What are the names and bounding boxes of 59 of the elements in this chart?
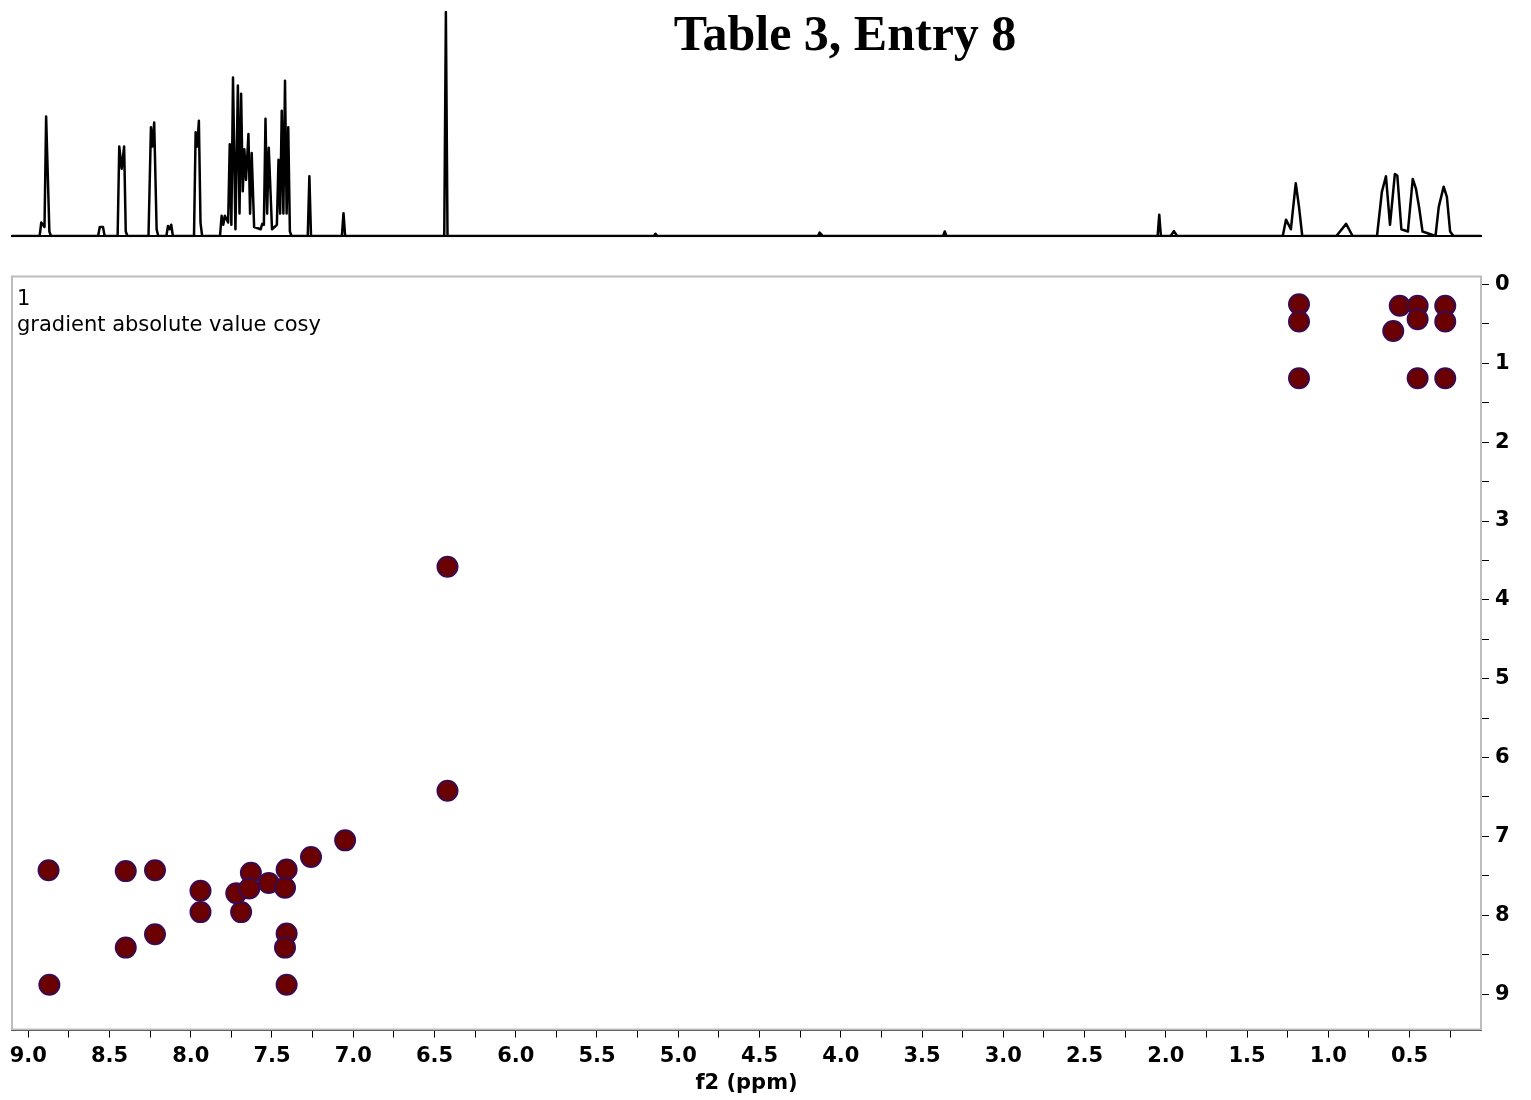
point bbox=[38, 973, 61, 996]
point bbox=[238, 877, 261, 900]
point bbox=[1434, 367, 1457, 390]
y-tick-label: 5 bbox=[1495, 665, 1510, 690]
x-tick-label: 3.5 bbox=[903, 1042, 941, 1067]
y-tick-label: 1 bbox=[1495, 349, 1510, 374]
point bbox=[1406, 308, 1429, 331]
y-tick-label: 0 bbox=[1495, 270, 1510, 295]
y-tick-label: 3 bbox=[1495, 507, 1510, 532]
point bbox=[275, 973, 298, 996]
x-tick-label: 4.5 bbox=[740, 1042, 779, 1067]
x-tick-label: 7.5 bbox=[253, 1042, 291, 1067]
x-tick-label: 3.0 bbox=[984, 1042, 1022, 1067]
x-tick-label: 2.0 bbox=[1147, 1042, 1185, 1067]
point bbox=[334, 829, 357, 852]
point bbox=[436, 555, 459, 578]
point bbox=[1434, 310, 1457, 333]
point bbox=[274, 936, 296, 959]
y-tick-label: 8 bbox=[1495, 901, 1510, 926]
point bbox=[1388, 294, 1411, 317]
point bbox=[1382, 320, 1405, 343]
point bbox=[144, 923, 166, 946]
annotation: gradient absolute value cosy bbox=[17, 311, 321, 336]
chart-title: Table 3, Entry 8 bbox=[672, 4, 1018, 62]
y-tick-label: 2 bbox=[1495, 428, 1510, 453]
x-tick-label: 6.0 bbox=[497, 1042, 535, 1067]
x-tick-label: 2.5 bbox=[1065, 1042, 1104, 1067]
point bbox=[275, 858, 298, 881]
point bbox=[144, 859, 166, 882]
point bbox=[1288, 293, 1310, 316]
point bbox=[300, 845, 322, 868]
x-tick-label: 5.5 bbox=[578, 1042, 616, 1067]
x-axis-title: f2 (ppm) bbox=[695, 1069, 798, 1094]
point bbox=[189, 879, 212, 902]
annotation: 1 bbox=[17, 285, 31, 310]
y-tick-label: 4 bbox=[1495, 586, 1510, 611]
point bbox=[1288, 367, 1310, 390]
x-tick-label: 0.5 bbox=[1390, 1042, 1429, 1067]
point bbox=[37, 859, 60, 882]
point bbox=[274, 876, 296, 899]
point bbox=[230, 901, 253, 924]
x-tick-label: 8.5 bbox=[90, 1042, 129, 1067]
x-tick-label: 9.0 bbox=[9, 1042, 47, 1067]
x-tick-label: 5.0 bbox=[659, 1042, 697, 1067]
point bbox=[114, 860, 137, 883]
y-tick-label: 6 bbox=[1495, 744, 1510, 769]
x-tick-label: 8.0 bbox=[172, 1042, 210, 1067]
y-tick-label: 7 bbox=[1495, 822, 1510, 847]
x-tick-label: 4.0 bbox=[822, 1042, 860, 1067]
point bbox=[114, 936, 137, 959]
x-tick-label: 6.5 bbox=[415, 1042, 454, 1067]
point bbox=[1288, 310, 1310, 333]
y-tick-label: 9 bbox=[1495, 980, 1510, 1005]
x-tick-label: 7.0 bbox=[334, 1042, 372, 1067]
point bbox=[1406, 367, 1429, 390]
point bbox=[436, 779, 459, 802]
point bbox=[189, 901, 212, 924]
x-tick-label: 1.0 bbox=[1309, 1042, 1347, 1067]
x-tick-label: 1.5 bbox=[1228, 1042, 1266, 1067]
